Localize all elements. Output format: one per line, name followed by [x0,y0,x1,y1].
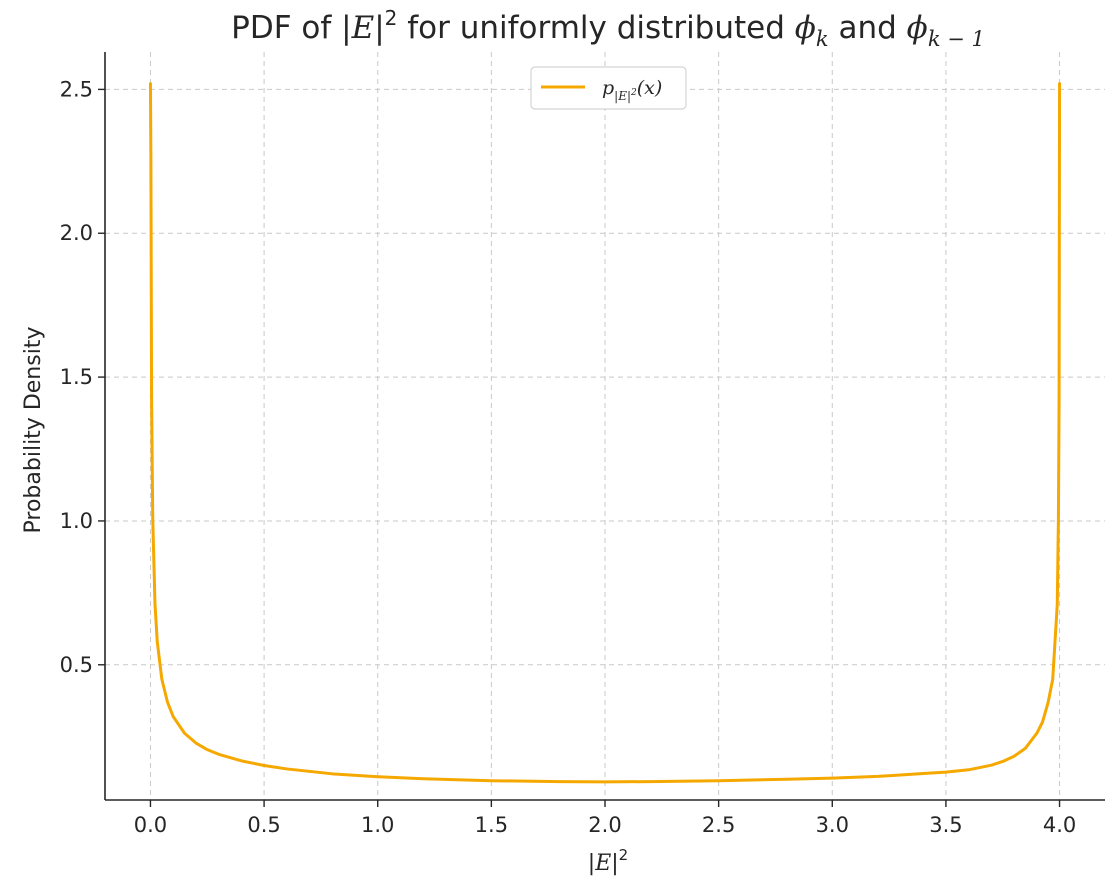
legend-box [530,66,687,110]
legend-sub-close: | [627,89,631,103]
x-axis-label: |E|2 [588,846,628,876]
legend-sub-E: E [617,89,627,103]
legend-arg: (x) [637,77,663,99]
series-line [148,82,1062,784]
x-tick-label: 2.0 [588,813,621,837]
title-sq: 2 [385,6,398,30]
xlabel-bar-close: | [611,851,618,876]
y-ticks: 0.5 1.0 1.5 2.0 2.5 [60,77,105,677]
xlabel-bar-open: | [588,851,595,876]
x-ticks: 0.0 0.5 1.0 1.5 2.0 2.5 3.0 3.5 4.0 [134,800,1076,837]
x-tick-label: 2.5 [702,813,735,837]
y-tick-label: 0.5 [60,653,93,677]
legend: p|E|2(x) [530,66,687,110]
legend-label: p|E|2(x) [602,77,662,103]
x-tick-label: 3.0 [816,813,849,837]
xlabel-sq: 2 [619,846,629,864]
title-E: E [351,10,375,46]
title-and: and [829,10,907,46]
x-tick-label: 3.5 [929,813,962,837]
title-bar-close: | [374,10,384,46]
y-tick-label: 2.5 [60,77,93,101]
title-prefix: PDF of | [231,10,351,46]
x-tick-label: 0.5 [247,813,280,837]
legend-p: p [602,77,614,99]
title-mid: for uniformly distributed [397,10,794,46]
title-sub2: k − 1 [928,27,985,51]
xlabel-E: E [594,851,611,876]
x-tick-label: 1.0 [361,813,394,837]
x-tick-label: 1.5 [475,813,508,837]
x-tick-label: 4.0 [1043,813,1076,837]
y-tick-label: 2.0 [60,221,93,245]
legend-sub-open: | [614,89,618,103]
grid-lines [105,52,1105,800]
title-phi1: ϕ [795,10,816,46]
legend-sub-sq: 2 [630,88,637,98]
title-sub1: k [816,27,829,51]
chart-title: PDF of |E|2 for uniformly distributed ϕk… [231,6,985,51]
y-tick-label: 1.0 [60,509,93,533]
y-axis-label: Probability Density [21,327,46,534]
y-tick-label: 1.5 [60,365,93,389]
x-tick-label: 0.0 [134,813,167,837]
title-phi2: ϕ [907,10,928,46]
series-group [148,82,1062,784]
